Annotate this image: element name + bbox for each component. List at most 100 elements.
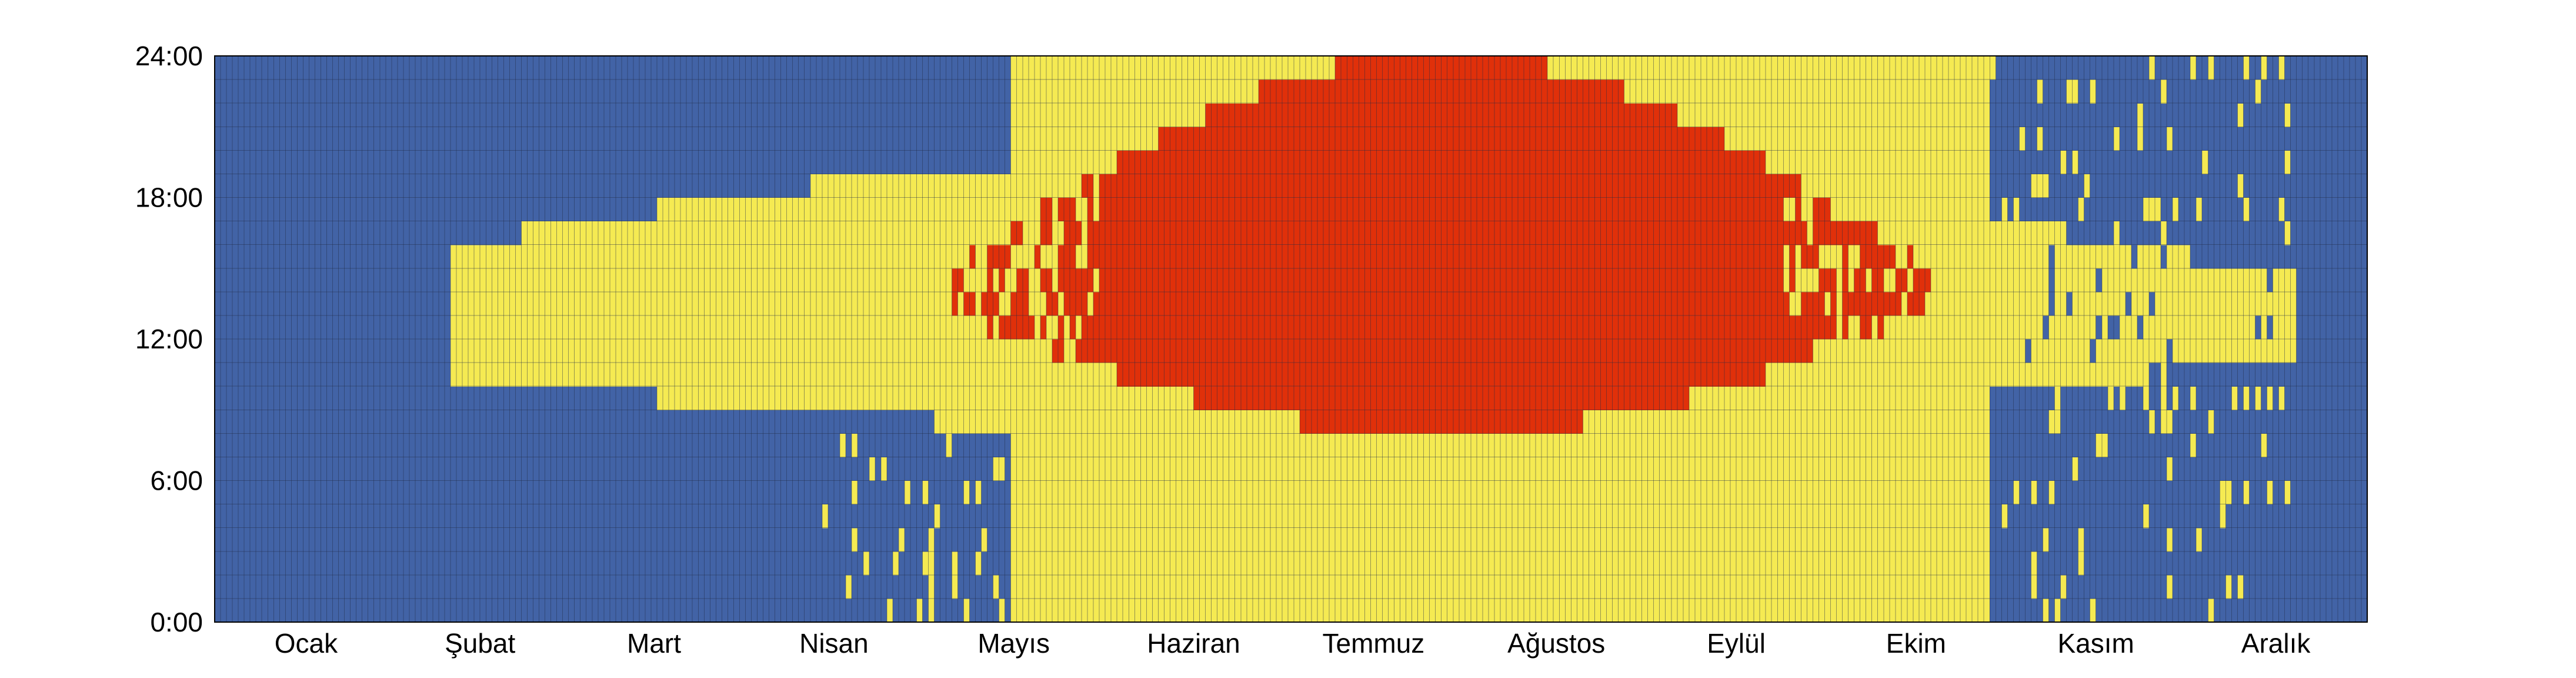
heatmap-cell xyxy=(415,457,422,481)
heatmap-cell xyxy=(368,433,375,458)
heatmap-cell xyxy=(775,79,782,104)
heatmap-cell xyxy=(1205,339,1212,363)
heatmap-cell xyxy=(1164,221,1171,245)
heatmap-cell xyxy=(663,551,669,576)
heatmap-cell xyxy=(1423,363,1430,387)
heatmap-cell xyxy=(256,315,262,340)
heatmap-cell xyxy=(745,268,752,293)
heatmap-cell xyxy=(291,386,298,410)
heatmap-cell xyxy=(1246,386,1253,410)
heatmap-cell xyxy=(1082,150,1088,175)
heatmap-cell xyxy=(403,150,410,175)
heatmap-cell xyxy=(533,598,540,623)
heatmap-cell xyxy=(598,197,605,222)
heatmap-cell xyxy=(657,197,663,222)
heatmap-cell xyxy=(1359,410,1365,434)
heatmap-cell xyxy=(415,339,422,363)
heatmap-cell xyxy=(397,197,404,222)
heatmap-cell xyxy=(1359,480,1365,505)
heatmap-cell xyxy=(1412,480,1419,505)
heatmap-cell xyxy=(409,480,416,505)
heatmap-cell xyxy=(839,56,846,80)
heatmap-cell xyxy=(1240,551,1247,576)
heatmap-cell xyxy=(780,221,788,245)
heatmap-cell xyxy=(1240,197,1247,222)
heatmap-cell xyxy=(698,291,705,316)
heatmap-cell xyxy=(1134,433,1141,458)
heatmap-cell xyxy=(733,504,740,529)
heatmap-cell xyxy=(397,410,404,434)
heatmap-cell xyxy=(899,56,905,80)
heatmap-cell xyxy=(533,244,540,269)
heatmap-cell xyxy=(669,150,675,175)
heatmap-cell xyxy=(1158,315,1165,340)
heatmap-cell xyxy=(1264,174,1271,198)
heatmap-cell xyxy=(492,504,498,529)
heatmap-cell xyxy=(474,244,481,269)
heatmap-cell xyxy=(533,197,540,222)
heatmap-cell xyxy=(993,457,1000,481)
heatmap-cell xyxy=(1400,56,1407,80)
heatmap-cell xyxy=(1046,598,1053,623)
heatmap-cell xyxy=(397,291,404,316)
heatmap-cell xyxy=(916,551,923,576)
heatmap-cell xyxy=(1146,598,1153,623)
heatmap-cell xyxy=(262,268,268,293)
heatmap-cell xyxy=(1388,315,1395,340)
heatmap-cell xyxy=(728,574,735,599)
heatmap-cell xyxy=(433,56,439,80)
heatmap-cell xyxy=(722,197,728,222)
heatmap-cell xyxy=(999,410,1006,434)
heatmap-cell xyxy=(403,221,410,245)
heatmap-cell xyxy=(1016,268,1023,293)
heatmap-cell xyxy=(716,574,722,599)
heatmap-cell xyxy=(1164,527,1171,552)
heatmap-cell xyxy=(780,79,788,104)
heatmap-cell xyxy=(232,315,239,340)
heatmap-cell xyxy=(1423,410,1430,434)
heatmap-cell xyxy=(1258,221,1265,245)
heatmap-cell xyxy=(445,315,451,340)
heatmap-cell xyxy=(863,244,870,269)
heatmap-cell xyxy=(603,315,610,340)
heatmap-cell xyxy=(1146,244,1153,269)
heatmap-cell xyxy=(568,150,575,175)
heatmap-cell xyxy=(969,268,976,293)
heatmap-cell xyxy=(957,103,965,127)
heatmap-cell xyxy=(527,79,534,104)
heatmap-cell xyxy=(822,386,829,410)
heatmap-cell xyxy=(1099,598,1106,623)
heatmap-cell xyxy=(751,457,758,481)
heatmap-cell xyxy=(368,339,375,363)
heatmap-cell xyxy=(379,598,386,623)
heatmap-cell xyxy=(669,433,675,458)
heatmap-cell xyxy=(468,79,475,104)
heatmap-cell xyxy=(946,504,953,529)
heatmap-cell xyxy=(627,221,634,245)
heatmap-cell xyxy=(556,291,563,316)
heatmap-cell xyxy=(957,480,965,505)
heatmap-cell xyxy=(1376,551,1383,576)
heatmap-cell xyxy=(710,363,716,387)
heatmap-cell xyxy=(1176,574,1183,599)
heatmap-cell xyxy=(562,79,569,104)
heatmap-cell xyxy=(1176,363,1183,387)
heatmap-cell xyxy=(1016,244,1023,269)
heatmap-cell xyxy=(751,433,758,458)
heatmap-cell xyxy=(1069,268,1076,293)
heatmap-cell xyxy=(1140,291,1147,316)
heatmap-cell xyxy=(893,221,899,245)
heatmap-cell xyxy=(1040,527,1047,552)
heatmap-cell xyxy=(1376,598,1383,623)
heatmap-cell xyxy=(1240,410,1247,434)
heatmap-cell xyxy=(1193,480,1200,505)
heatmap-cell xyxy=(1353,315,1359,340)
heatmap-cell xyxy=(1252,197,1259,222)
heatmap-cell xyxy=(1034,56,1041,80)
heatmap-cell xyxy=(373,79,381,104)
heatmap-cell xyxy=(627,410,634,434)
heatmap-cell xyxy=(1258,197,1265,222)
heatmap-cell xyxy=(368,221,375,245)
heatmap-cell xyxy=(1076,527,1082,552)
heatmap-cell xyxy=(1412,291,1419,316)
